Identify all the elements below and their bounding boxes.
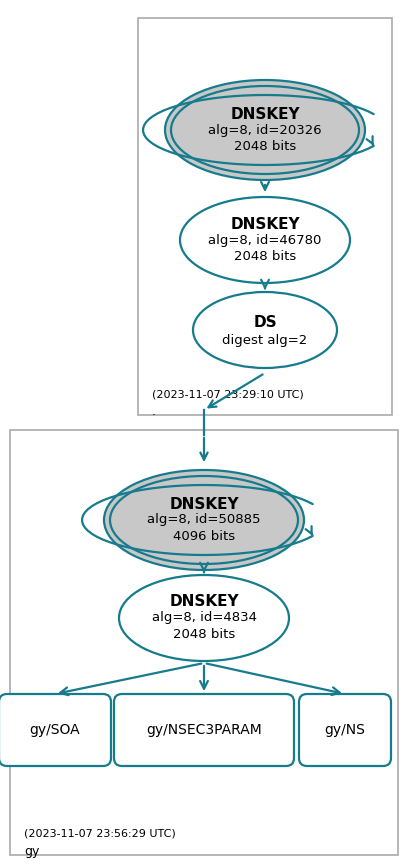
- Ellipse shape: [119, 575, 289, 661]
- Text: DS: DS: [253, 315, 277, 330]
- FancyBboxPatch shape: [10, 430, 398, 855]
- Text: gy/NS: gy/NS: [324, 723, 366, 737]
- Text: 2048 bits: 2048 bits: [173, 627, 235, 640]
- Text: gy/NSEC3PARAM: gy/NSEC3PARAM: [146, 723, 262, 737]
- Ellipse shape: [193, 292, 337, 368]
- Ellipse shape: [104, 470, 304, 570]
- Text: alg=8, id=4834: alg=8, id=4834: [151, 612, 257, 625]
- Text: digest alg=2: digest alg=2: [222, 334, 308, 347]
- Text: alg=8, id=46780: alg=8, id=46780: [208, 234, 322, 247]
- Text: gy/SOA: gy/SOA: [30, 723, 80, 737]
- Ellipse shape: [165, 80, 365, 180]
- Text: (2023-11-07 23:56:29 UTC): (2023-11-07 23:56:29 UTC): [24, 829, 176, 839]
- FancyBboxPatch shape: [0, 694, 111, 766]
- Text: (2023-11-07 23:29:10 UTC): (2023-11-07 23:29:10 UTC): [152, 389, 304, 399]
- FancyBboxPatch shape: [299, 694, 391, 766]
- Text: alg=8, id=20326: alg=8, id=20326: [208, 124, 322, 137]
- Text: DNSKEY: DNSKEY: [230, 106, 300, 121]
- Text: 2048 bits: 2048 bits: [234, 139, 296, 152]
- Text: 4096 bits: 4096 bits: [173, 529, 235, 542]
- Text: DNSKEY: DNSKEY: [230, 216, 300, 232]
- Text: 2048 bits: 2048 bits: [234, 249, 296, 262]
- Text: DNSKEY: DNSKEY: [169, 594, 239, 610]
- Text: .: .: [152, 405, 156, 418]
- Text: DNSKEY: DNSKEY: [169, 497, 239, 511]
- Text: alg=8, id=50885: alg=8, id=50885: [147, 514, 261, 527]
- Ellipse shape: [180, 197, 350, 283]
- FancyBboxPatch shape: [138, 18, 392, 415]
- FancyBboxPatch shape: [114, 694, 294, 766]
- Text: gy: gy: [24, 845, 40, 858]
